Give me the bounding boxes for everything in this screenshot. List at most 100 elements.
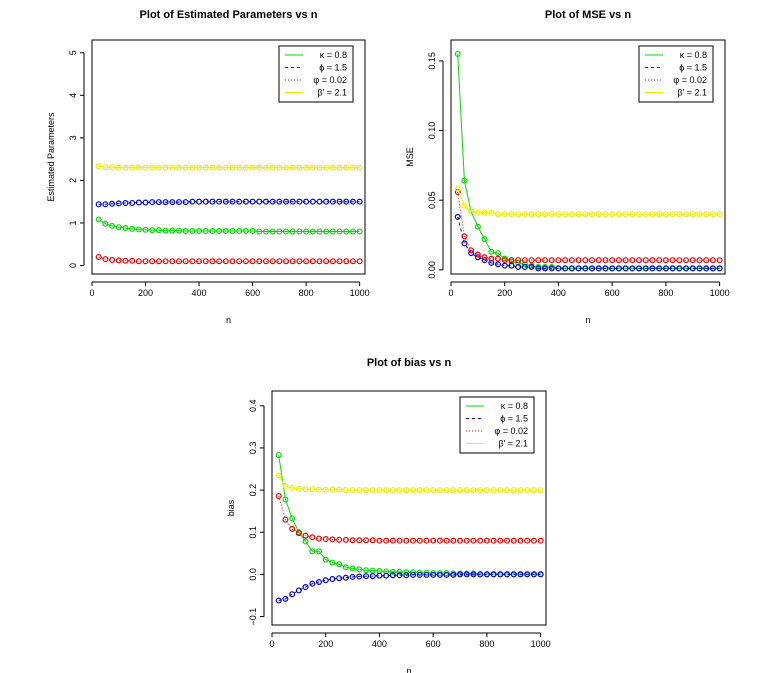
data-point: [356, 164, 363, 171]
data-point: [716, 257, 723, 264]
data-point: [410, 571, 417, 578]
data-point: [629, 265, 636, 272]
data-point: [216, 258, 223, 265]
series-line: [457, 188, 720, 215]
data-point: [102, 201, 109, 208]
data-point: [316, 548, 323, 555]
data-point: [615, 257, 622, 264]
data-point: [369, 537, 376, 544]
data-point: [470, 487, 477, 494]
data-point: [95, 163, 102, 170]
data-point: [582, 257, 589, 264]
data-point: [282, 516, 289, 523]
data-point: [521, 264, 528, 271]
data-point: [403, 537, 410, 544]
data-point: [329, 576, 336, 583]
data-point: [222, 258, 229, 265]
data-point: [336, 486, 343, 493]
data-point: [122, 164, 129, 171]
data-point: [303, 228, 310, 235]
legend-label: φ = 0.02: [673, 75, 707, 85]
y-tick-label: 0.15: [427, 52, 437, 70]
data-point: [530, 537, 537, 544]
data-point: [109, 222, 116, 229]
data-point: [162, 258, 169, 265]
data-point: [383, 572, 390, 579]
data-point: [329, 258, 336, 265]
series-3: [454, 186, 723, 218]
legend-label: φ = 0.02: [494, 426, 528, 436]
data-point: [309, 258, 316, 265]
data-point: [95, 253, 102, 260]
data-point: [242, 258, 249, 265]
data-point: [276, 198, 283, 205]
data-point: [283, 258, 290, 265]
data-point: [555, 257, 562, 264]
data-point: [454, 213, 461, 220]
legend-label: ϕ = 1.5: [319, 63, 347, 73]
data-point: [537, 571, 544, 578]
data-point: [249, 198, 256, 205]
data-point: [535, 257, 542, 264]
data-point: [303, 198, 310, 205]
data-point: [535, 211, 542, 218]
data-point: [242, 164, 249, 171]
data-point: [296, 228, 303, 235]
data-point: [316, 164, 323, 171]
data-point: [129, 164, 136, 171]
data-point: [656, 265, 663, 272]
data-point: [295, 587, 302, 594]
chart-params: Plot of Estimated Parameters vs n 0 200 400…: [46, 9, 370, 325]
legend-label: β' = 2.1: [498, 439, 528, 449]
data-point: [343, 164, 350, 171]
series-2: [454, 188, 723, 264]
data-point: [676, 257, 683, 264]
data-point: [517, 487, 524, 494]
data-point: [302, 584, 309, 591]
data-point: [256, 228, 263, 235]
series-line: [278, 495, 541, 542]
data-point: [142, 226, 149, 233]
data-point: [102, 164, 109, 171]
data-point: [662, 211, 669, 218]
data-point: [342, 536, 349, 543]
data-point: [416, 571, 423, 578]
data-point: [689, 257, 696, 264]
x-tick-label: 1000: [531, 639, 551, 649]
data-point: [389, 537, 396, 544]
data-point: [316, 486, 323, 493]
data-point: [276, 228, 283, 235]
data-point: [189, 258, 196, 265]
data-point: [504, 537, 511, 544]
data-point: [122, 199, 129, 206]
data-point: [356, 228, 363, 235]
data-point: [490, 571, 497, 578]
data-point: [483, 537, 490, 544]
data-point: [636, 257, 643, 264]
data-point: [142, 258, 149, 265]
data-point: [530, 487, 537, 494]
x-tick-label: 400: [192, 288, 207, 298]
x-tick-label: 1000: [350, 288, 370, 298]
data-point: [669, 257, 676, 264]
data-point: [236, 164, 243, 171]
data-point: [548, 257, 555, 264]
y-tick-label: 2: [68, 178, 78, 183]
legend-label: β' = 2.1: [317, 88, 347, 98]
data-point: [450, 487, 457, 494]
data-point: [609, 265, 616, 272]
data-point: [115, 200, 122, 207]
data-point: [477, 537, 484, 544]
data-point: [423, 537, 430, 544]
data-point: [296, 164, 303, 171]
data-point: [322, 486, 329, 493]
data-point: [629, 257, 636, 264]
data-point: [521, 261, 528, 268]
data-point: [595, 265, 602, 272]
data-point: [329, 536, 336, 543]
data-point: [662, 265, 669, 272]
data-point: [696, 211, 703, 218]
data-point: [175, 258, 182, 265]
data-point: [383, 487, 390, 494]
x-tick-label: 600: [245, 288, 260, 298]
